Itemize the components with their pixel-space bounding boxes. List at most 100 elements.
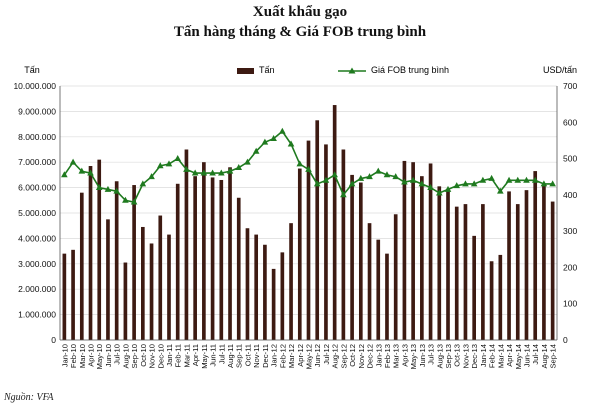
x-tick-label: Apr-12 — [296, 344, 305, 367]
bar — [437, 186, 442, 340]
y-right-tick-label: 400 — [563, 190, 577, 200]
price-marker — [270, 135, 277, 142]
x-tick-label: Jul-13 — [427, 344, 436, 365]
price-marker — [444, 185, 452, 192]
x-tick-label: Mar-14 — [496, 344, 505, 368]
bar — [79, 192, 84, 340]
x-tick-label: Sep-10 — [130, 344, 139, 369]
price-marker — [435, 189, 443, 196]
bar — [550, 201, 555, 340]
legend-swatch-bar — [237, 68, 254, 74]
price-marker — [392, 173, 399, 180]
bar — [315, 120, 320, 340]
x-tick-label: Nov-11 — [252, 344, 261, 368]
price-marker — [549, 180, 556, 187]
x-tick-label: Oct-11 — [243, 344, 252, 366]
x-tick-label: Oct-13 — [453, 344, 462, 367]
bar — [402, 160, 407, 340]
x-tick-label: Feb-10 — [69, 344, 78, 368]
y-left-tick-label: 3.000.000 — [18, 259, 56, 269]
price-marker — [95, 184, 103, 190]
legend-label-line: Giá FOB trung bình — [371, 65, 449, 75]
bar — [62, 253, 67, 340]
price-marker — [453, 182, 461, 189]
x-tick-label: Aug-10 — [121, 344, 130, 369]
price-marker — [296, 160, 304, 167]
price-marker — [488, 174, 495, 181]
price-marker — [61, 171, 68, 178]
price-marker — [401, 178, 408, 185]
x-tick-label: Mar-11 — [182, 344, 191, 368]
bar — [515, 204, 520, 340]
price-marker — [69, 158, 77, 165]
bar — [367, 223, 372, 340]
x-tick-label: Aug-11 — [226, 344, 235, 368]
bar — [158, 215, 163, 340]
x-tick-label: Aug-12 — [331, 344, 340, 369]
x-tick-label: Dec-12 — [366, 344, 375, 368]
x-tick-label: Sep-13 — [444, 344, 453, 369]
x-tick-label: Jun-11 — [209, 344, 218, 367]
bar — [411, 162, 415, 340]
price-marker — [462, 180, 469, 187]
bar — [219, 179, 224, 340]
x-tick-label: May-12 — [305, 344, 314, 369]
bar — [498, 254, 503, 340]
x-tick-label: Feb-14 — [488, 344, 497, 368]
y-left-tick-label: 7.000.000 — [18, 157, 56, 167]
x-tick-label: Dec-11 — [261, 344, 270, 368]
bar — [454, 206, 459, 340]
price-marker — [331, 171, 338, 178]
price-marker — [287, 140, 295, 147]
left-axis-unit-label: Tấn — [24, 65, 40, 75]
price-marker — [244, 158, 251, 165]
price-marker — [514, 176, 522, 183]
x-tick-label: Jul-11 — [217, 344, 226, 364]
price-marker — [122, 196, 129, 203]
bar — [263, 244, 267, 340]
price-marker — [313, 180, 321, 187]
y-right-tick-label: 500 — [563, 154, 577, 164]
bar — [446, 188, 450, 340]
price-marker — [357, 174, 365, 181]
legend: Tấn Giá FOB trung bình — [237, 65, 449, 75]
y-right-tick-label: 300 — [563, 226, 577, 236]
bar — [280, 252, 285, 340]
price-marker — [261, 138, 269, 145]
price-marker — [418, 180, 426, 187]
x-tick-label: Jan-12 — [270, 344, 279, 367]
y-right-tick-label: 600 — [563, 117, 577, 127]
legend-marker-triangle — [348, 67, 356, 74]
bar — [481, 204, 485, 340]
x-tick-label: Aug-13 — [435, 344, 444, 369]
bar — [472, 235, 476, 340]
price-marker — [374, 167, 382, 174]
bar — [114, 181, 119, 340]
bar — [97, 159, 102, 340]
price-marker — [322, 176, 330, 183]
bar — [358, 182, 363, 340]
bar — [123, 262, 128, 340]
bar — [106, 219, 110, 340]
price-marker — [218, 169, 225, 176]
x-tick-label: Mar-12 — [287, 344, 296, 368]
x-tick-label: Aug-14 — [540, 344, 549, 369]
price-marker — [348, 180, 356, 187]
x-tick-label: Oct-12 — [348, 344, 357, 367]
price-marker — [78, 167, 86, 174]
bar — [236, 197, 241, 340]
x-tick-label: Jan-10 — [60, 344, 69, 367]
x-tick-label: Sep-12 — [339, 344, 348, 369]
y-left-tick-label: 8.000.000 — [18, 132, 56, 142]
price-marker — [505, 176, 513, 183]
x-tick-label: Nov-13 — [461, 344, 470, 368]
price-marker — [531, 176, 539, 183]
price-marker — [148, 173, 155, 180]
x-tick-label: Feb-11 — [174, 344, 183, 368]
y-left-tick-label: 9.000.000 — [18, 106, 56, 116]
bar — [393, 214, 398, 340]
y-left-tick-label: 6.000.000 — [18, 183, 56, 193]
x-tick-label: Feb-13 — [383, 344, 392, 368]
bar — [245, 228, 250, 340]
price-marker — [470, 180, 478, 187]
